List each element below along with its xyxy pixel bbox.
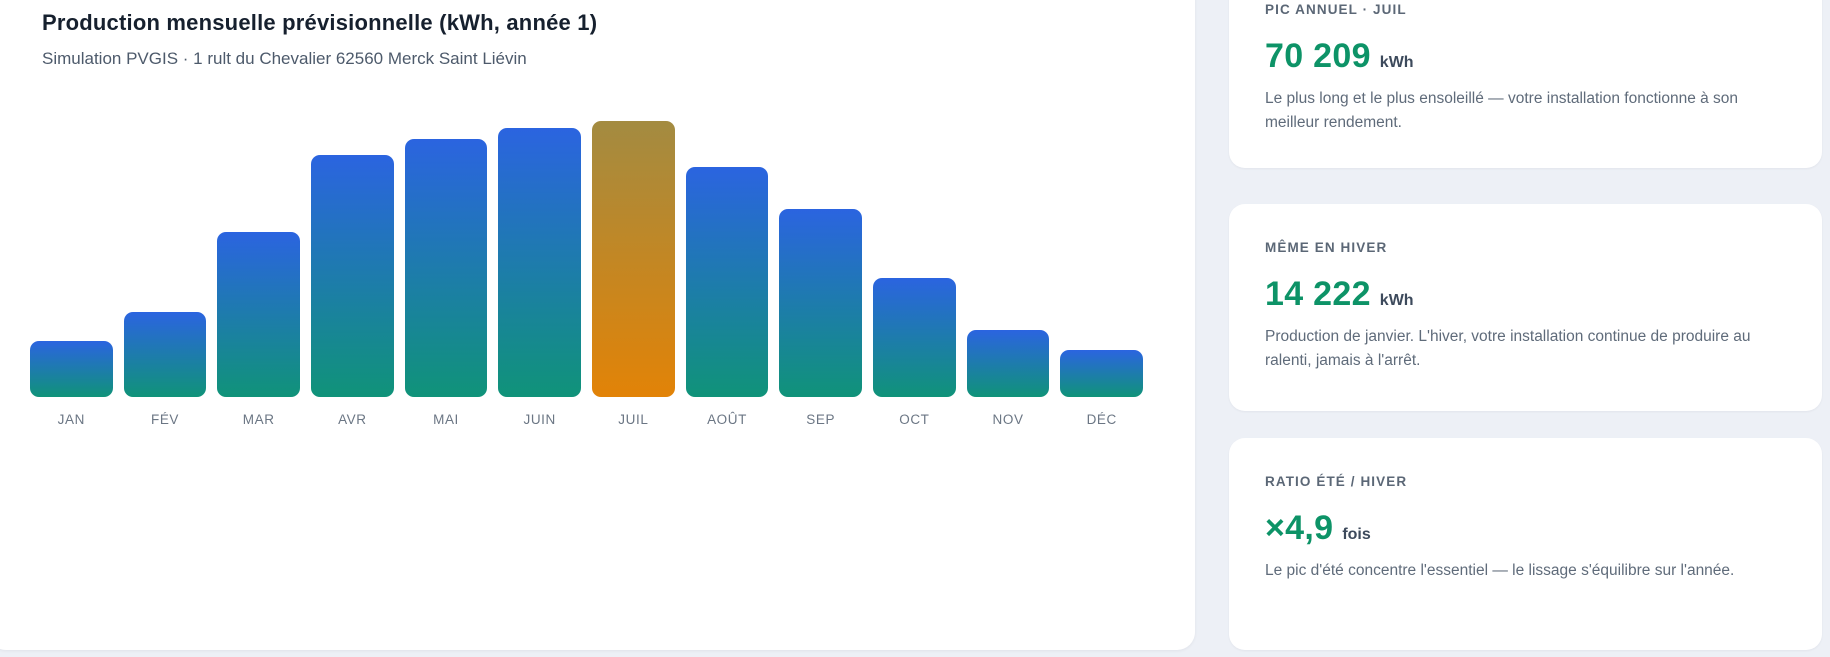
stat-label: PIC ANNUEL · JUIL (1265, 2, 1407, 17)
bar-juin[interactable] (498, 128, 582, 397)
bar-column (311, 121, 394, 397)
bars-row (30, 121, 1144, 397)
bar-fév[interactable] (123, 312, 207, 397)
month-label-mai: MAI (433, 412, 459, 427)
month-label-jan: JAN (57, 412, 85, 427)
month-label-juin: JUIN (523, 412, 556, 427)
bar-column (592, 121, 675, 397)
stat-value: 70 209 (1265, 37, 1371, 75)
month-label-oct: OCT (899, 412, 930, 427)
bar-juil[interactable] (592, 121, 675, 397)
stat-label: MÊME EN HIVER (1265, 240, 1388, 255)
bar-mar[interactable] (217, 232, 301, 397)
bar-nov[interactable] (966, 330, 1050, 397)
stat-value: ×4,9 (1265, 509, 1334, 547)
bar-column (966, 121, 1050, 397)
stat-unit: fois (1342, 526, 1371, 543)
bar-column (30, 121, 113, 397)
bar-mai[interactable] (404, 139, 488, 397)
bar-août[interactable] (685, 167, 769, 397)
bar-column (873, 121, 956, 397)
bar-column (779, 121, 863, 397)
stat-card-annual-peak: PIC ANNUEL · JUIL 70 209 kWh Le plus lon… (1229, 0, 1822, 168)
month-label-juil: JUIL (618, 412, 649, 427)
month-label-mar: MAR (242, 412, 275, 427)
stat-card-summer-winter-ratio: RATIO ÉTÉ / HIVER ×4,9 fois Le pic d'été… (1229, 438, 1822, 650)
stat-unit: kWh (1379, 54, 1414, 71)
bar-sep[interactable] (779, 209, 863, 397)
labels-row: JAN FÉV MAR AVR MAI JUIN JUIL AOÛT SEP OCT NOV DÉC (30, 412, 1143, 427)
month-label-déc: DÉC (1086, 412, 1117, 427)
month-label-nov: NOV (992, 412, 1024, 427)
bar-column (404, 121, 488, 397)
bar-oct[interactable] (873, 278, 956, 397)
stat-label: RATIO ÉTÉ / HIVER (1265, 474, 1408, 489)
stat-description: Le plus long et le plus ensoleillé — vot… (1265, 90, 1739, 132)
chart-title: Production mensuelle prévisionnelle (kWh… (42, 10, 598, 35)
stat-value: 14 222 (1265, 275, 1371, 313)
chart-subtitle: Simulation PVGIS · 1 rult du Chevalier 6… (42, 49, 527, 68)
month-label-août: AOÛT (707, 412, 747, 427)
month-label-avr: AVR (338, 412, 367, 427)
bar-jan[interactable] (30, 341, 113, 397)
bar-column (217, 121, 301, 397)
stat-description: Le pic d'été concentre l'essentiel — le … (1265, 562, 1735, 579)
stat-card-winter: MÊME EN HIVER 14 222 kWh Production de j… (1229, 204, 1822, 411)
month-label-fév: FÉV (150, 412, 180, 427)
month-label-sep: SEP (806, 412, 836, 427)
bar-column (123, 121, 207, 397)
bar-column (685, 121, 769, 397)
bar-column (498, 121, 582, 397)
monthly-production-chart-panel: Production mensuelle prévisionnelle (kWh… (0, 0, 1195, 650)
bar-avr[interactable] (311, 155, 394, 397)
bar-column (1060, 121, 1144, 397)
stat-unit: kWh (1379, 292, 1414, 309)
bar-déc[interactable] (1060, 350, 1144, 397)
stat-description: Production de janvier. L'hiver, votre in… (1265, 328, 1751, 370)
